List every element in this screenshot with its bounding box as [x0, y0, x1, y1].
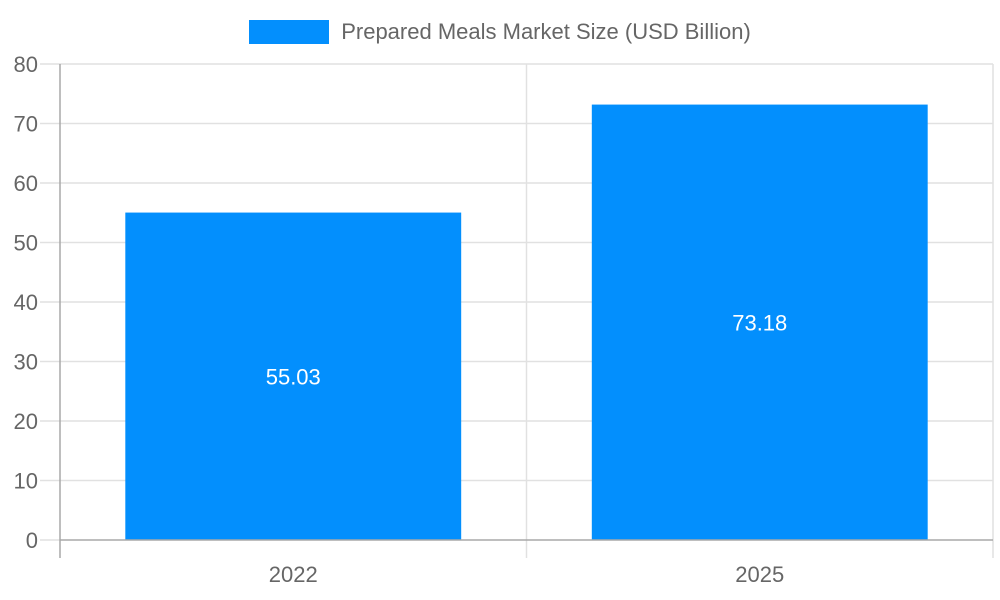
axes — [59, 64, 993, 558]
y-tick-label: 70 — [14, 112, 38, 137]
y-tick-label: 0 — [26, 528, 38, 553]
x-tick-label: 2025 — [735, 562, 784, 587]
x-tick-label: 2022 — [269, 562, 318, 587]
y-tick-label: 60 — [14, 171, 38, 196]
x-axis-ticks: 2022 2025 — [269, 562, 784, 587]
bars: 55.03 73.18 — [125, 104, 928, 540]
y-tick-label: 20 — [14, 409, 38, 434]
legend-label: Prepared Meals Market Size (USD Billion) — [341, 19, 751, 44]
bar-2022[interactable] — [125, 212, 462, 540]
chart-legend: Prepared Meals Market Size (USD Billion) — [0, 19, 1000, 45]
y-axis-ticks: 0 10 20 30 40 50 60 70 80 — [14, 52, 38, 553]
y-tick-label: 80 — [14, 52, 38, 77]
legend-swatch[interactable] — [249, 20, 330, 44]
bar-value-label: 55.03 — [266, 364, 321, 389]
bar-value-label: 73.18 — [732, 310, 787, 335]
y-tick-label: 40 — [14, 290, 38, 315]
y-tick-label: 30 — [14, 350, 38, 375]
y-tick-label: 50 — [14, 231, 38, 256]
y-tick-label: 10 — [14, 469, 38, 494]
bar-2025[interactable] — [591, 104, 928, 540]
